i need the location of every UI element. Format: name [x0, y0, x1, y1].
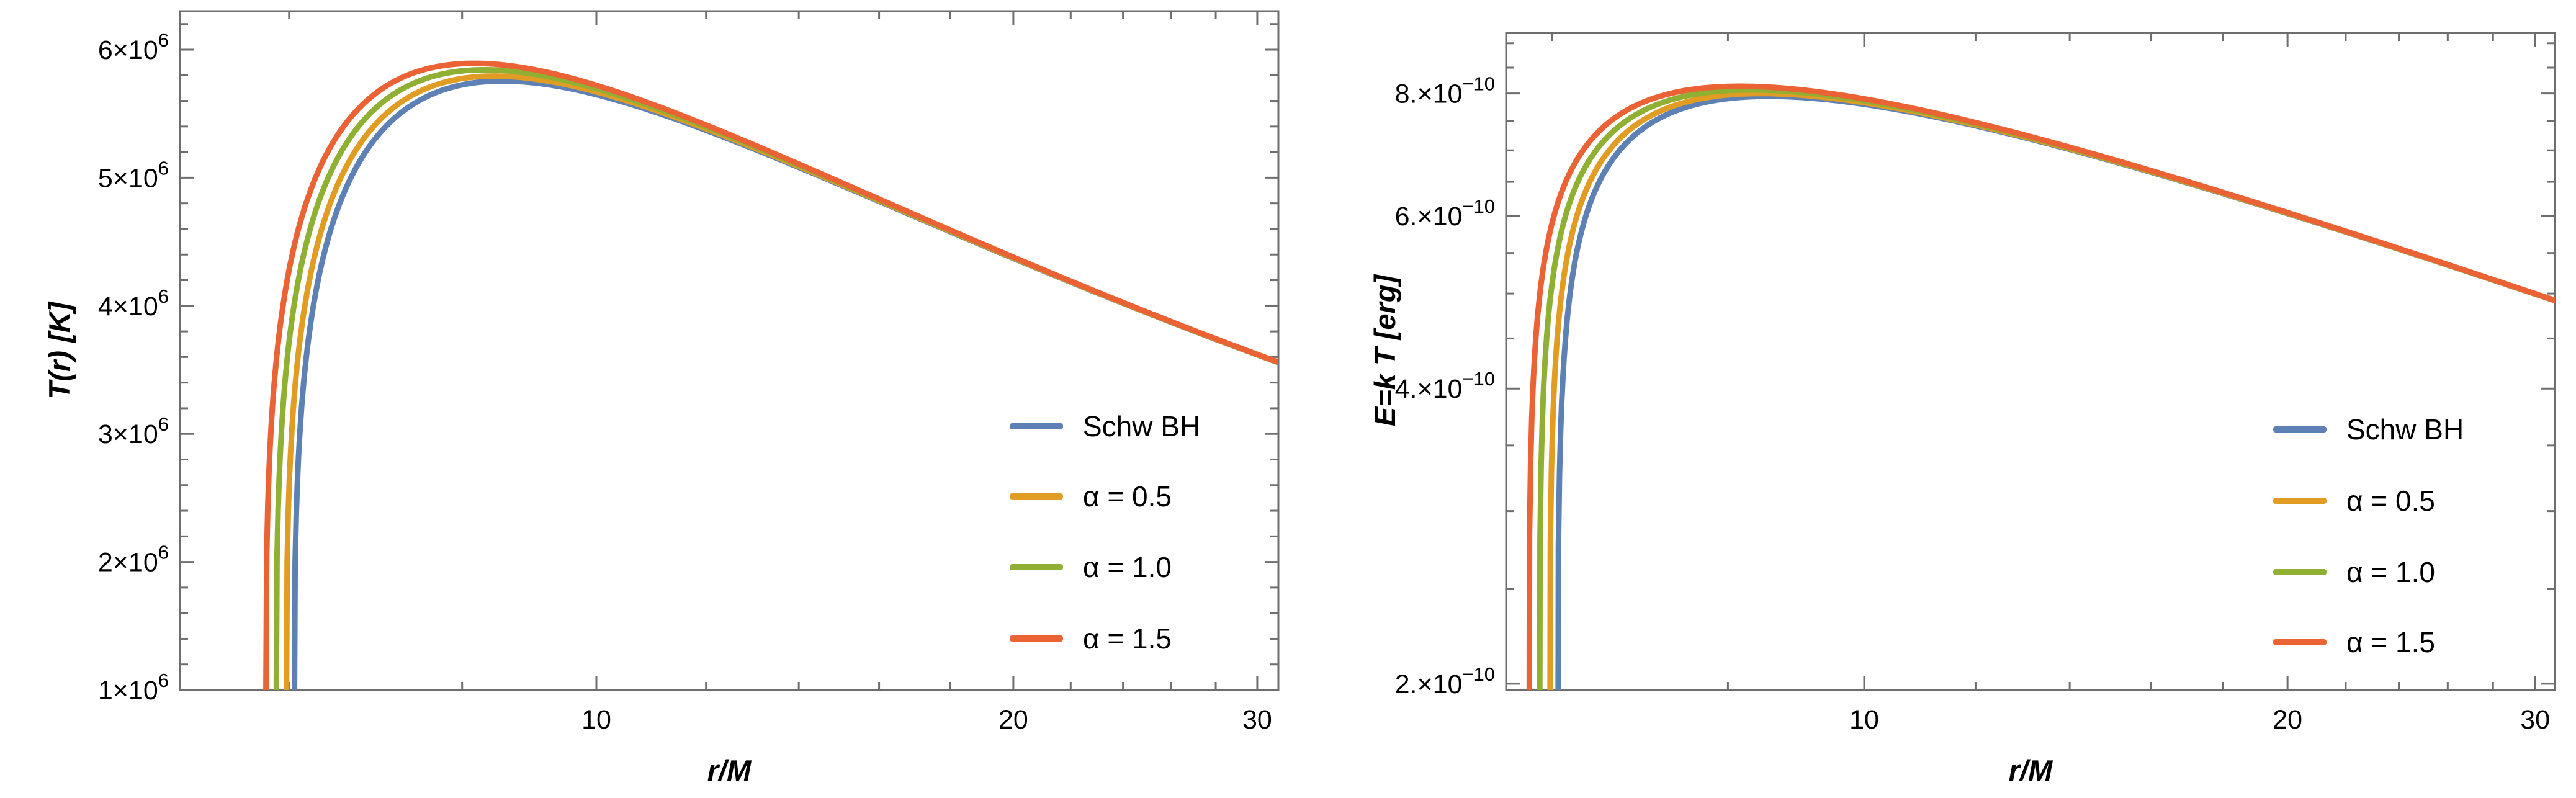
y-tick-label: 8.×10−10: [1395, 73, 1495, 109]
panel-temperature: 1×106 2×106 3×106 4×106 5×106 6×106 10 20 30 T(…: [43, 10, 1280, 787]
right-curves: [1526, 83, 2555, 690]
right-y-axis-title: E=k T [erg]: [1368, 274, 1401, 427]
legend-swatch-schw-bh: [2273, 426, 2327, 433]
x-tick-label: 30: [1242, 705, 1272, 735]
legend-label: α = 1.5: [1083, 622, 1172, 655]
right-x-tick-labels: 10 20 30: [1849, 705, 2550, 735]
legend-swatch-schw-bh: [1010, 423, 1063, 429]
curve--1.5: [1526, 83, 2555, 690]
y-tick-label: 2×106: [98, 542, 169, 578]
left-y-axis-title: T(r) [K]: [43, 301, 76, 399]
y-tick-label: 3×106: [98, 413, 169, 449]
right-legend: Schw BH α = 0.5 α = 1.0 α = 1.5: [2273, 413, 2464, 658]
legend-item-alpha-0-5: α = 0.5: [2273, 485, 2435, 517]
left-plot-frame: [179, 10, 1280, 691]
left-legend: Schw BH α = 0.5 α = 1.0 α = 1.5: [1010, 410, 1200, 655]
legend-label: Schw BH: [1083, 410, 1200, 442]
legend-swatch-alpha-0-5: [2273, 498, 2327, 504]
curve-schw-bh: [1555, 93, 2555, 690]
legend-label: α = 1.0: [2346, 556, 2435, 588]
left-x-tick-labels: 10 20 30: [581, 705, 1272, 735]
right-x-axis-title: r/M: [2009, 754, 2053, 787]
y-tick-label: 6×106: [98, 29, 169, 65]
right-y-tick-labels: 2.×10−10 4.×10−10 6.×10−10 8.×10−10: [1395, 73, 1495, 699]
legend-label: Schw BH: [2346, 413, 2464, 446]
legend-swatch-alpha-1-5: [1010, 635, 1063, 642]
legend-swatch-alpha-0-5: [1010, 493, 1063, 500]
legend-item-alpha-0-5: α = 0.5: [1010, 480, 1172, 513]
legend-label: α = 1.0: [1083, 551, 1172, 583]
legend-item-schw-bh: Schw BH: [1010, 410, 1200, 442]
legend-item-alpha-1-0: α = 1.0: [1010, 551, 1172, 583]
curve--0.5: [1547, 91, 2555, 690]
y-tick-label: 4.×10−10: [1395, 368, 1495, 404]
legend-item-alpha-1-5: α = 1.5: [1010, 622, 1172, 655]
legend-item-schw-bh: Schw BH: [2273, 413, 2464, 446]
legend-label: α = 0.5: [2346, 485, 2435, 517]
y-tick-label: 4×106: [98, 285, 169, 321]
x-tick-label: 10: [581, 705, 611, 735]
x-tick-label: 20: [999, 705, 1028, 735]
y-tick-label: 1×106: [98, 670, 169, 706]
right-plot-frame: [1505, 32, 2556, 691]
legend-swatch-alpha-1-0: [1010, 564, 1063, 570]
x-tick-label: 10: [1849, 705, 1879, 735]
left-axis-ticks: [180, 11, 1278, 691]
x-tick-label: 30: [2520, 705, 2550, 735]
y-tick-label: 2.×10−10: [1395, 663, 1495, 699]
right-axis-ticks: [1506, 33, 2555, 690]
legend-label: α = 1.5: [2346, 626, 2435, 658]
left-x-axis-title: r/M: [707, 754, 752, 787]
left-y-tick-labels: 1×106 2×106 3×106 4×106 5×106 6×106: [98, 29, 169, 706]
legend-swatch-alpha-1-0: [2273, 569, 2327, 575]
curve--1.5: [263, 60, 1278, 690]
x-tick-label: 20: [2273, 705, 2302, 735]
legend-item-alpha-1-0: α = 1.0: [2273, 556, 2435, 588]
left-curves: [263, 60, 1278, 690]
y-tick-label: 5×106: [98, 157, 169, 193]
panel-energy: 2.×10−104.×10−106.×10−108.×10−10 10 20 30 …: [1368, 32, 2556, 787]
y-tick-label: 6.×10−10: [1395, 195, 1495, 231]
legend-label: α = 0.5: [1083, 480, 1172, 513]
legend-item-alpha-1-5: α = 1.5: [2273, 626, 2435, 658]
legend-swatch-alpha-1-5: [2273, 639, 2327, 645]
